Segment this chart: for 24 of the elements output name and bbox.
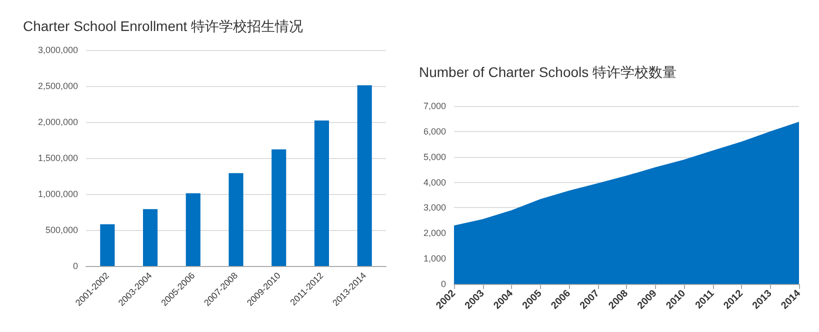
y-tick-label: 6,000	[423, 126, 446, 136]
bar	[100, 224, 115, 266]
bar	[272, 149, 286, 266]
y-tick-label: 0	[440, 279, 446, 289]
y-tick-label: 2,000	[423, 228, 446, 238]
y-tick-label: 5,000	[423, 152, 446, 162]
y-tick-label: 2,000,000	[38, 117, 78, 127]
bar	[186, 193, 200, 266]
bar	[143, 209, 158, 266]
chart-title: Charter School Enrollment 特许学校招生情况	[23, 18, 304, 34]
chart-title: Number of Charter Schools 特许学校数量	[419, 64, 677, 80]
bar	[357, 85, 372, 266]
y-tick-label: 500,000	[45, 225, 78, 235]
y-tick-label: 3,000	[423, 202, 446, 213]
bar	[228, 173, 244, 266]
bar	[314, 120, 329, 266]
y-tick-label: 3,000,000	[38, 45, 78, 55]
y-tick-label: 4,000	[423, 177, 446, 188]
y-tick-label: 1,500,000	[38, 153, 78, 163]
y-tick-label: 7,000	[423, 101, 446, 111]
y-tick-label: 0	[72, 261, 78, 271]
y-tick-label: 1,000	[423, 254, 446, 264]
y-tick-label: 2,500,000	[38, 81, 78, 91]
y-tick-label: 1,000,000	[38, 189, 78, 199]
